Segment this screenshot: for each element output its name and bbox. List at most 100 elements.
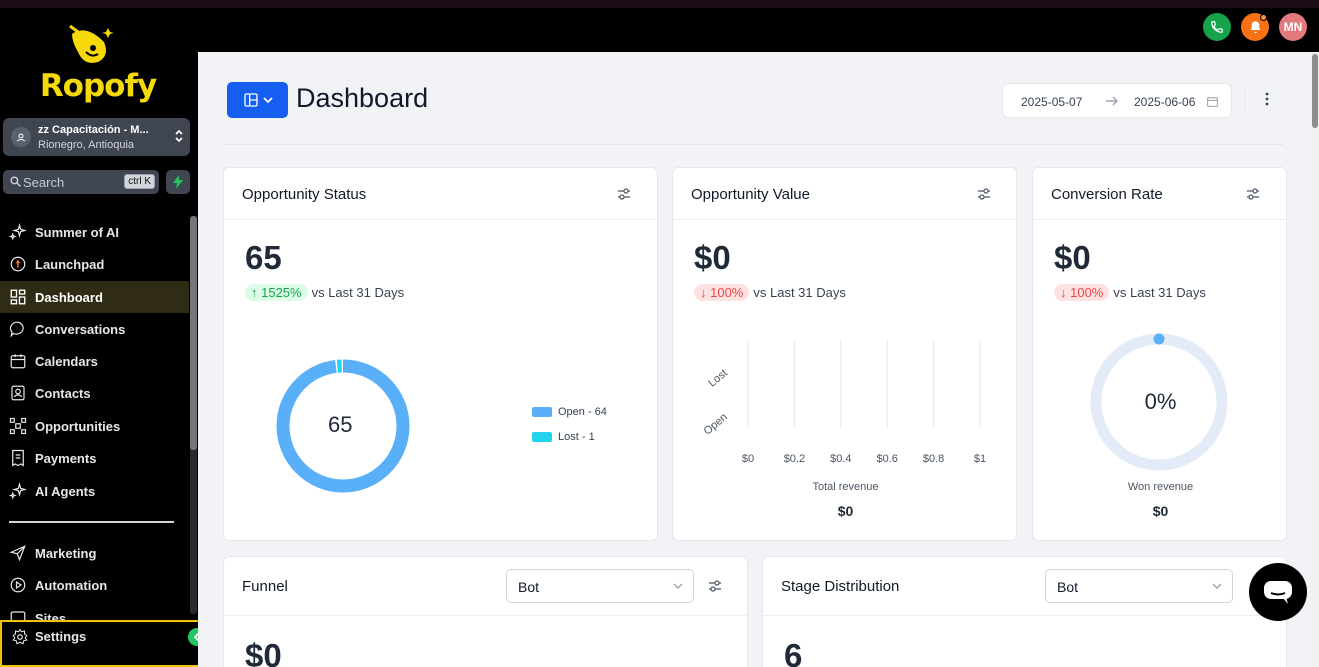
send-icon <box>9 545 26 562</box>
metric-trend: ↑ 1525% vs Last 31 Days <box>245 284 404 301</box>
gauge-center-value: 0% <box>1144 389 1177 414</box>
gear-icon <box>12 628 28 645</box>
chat-bubble-icon <box>9 321 24 338</box>
select-value: Bot <box>1057 579 1079 595</box>
top-bar: MN <box>198 8 1319 52</box>
sidebar-item-summer-of-ai[interactable]: Summer of AI <box>0 216 189 248</box>
legend-item-lost[interactable]: Lost - 1 <box>532 431 595 443</box>
card-header: Conversion Rate <box>1033 168 1286 220</box>
sidebar-item-launchpad[interactable]: Launchpad <box>0 248 189 280</box>
filter-sliders-icon[interactable] <box>1246 187 1260 201</box>
comparison-label: vs Last 31 Days <box>1113 285 1206 300</box>
bar-chart-svg: $0 $0.2 $0.4 $0.6 $0.8 $1 Lost Open <box>702 340 986 465</box>
donut-slice-open[interactable] <box>276 359 410 493</box>
sidebar-item-settings[interactable]: Settings <box>0 620 221 667</box>
calendar-icon <box>1207 97 1218 107</box>
filter-sliders-icon[interactable] <box>617 187 631 201</box>
metric-trend: ↓ 100% vs Last 31 Days <box>694 284 846 301</box>
total-revenue-value: $0 <box>837 503 854 519</box>
opportunity-value-card: Opportunity Value $0 ↓ 100% vs Last 31 Da… <box>672 167 1017 541</box>
sidebar-item-ai-agents[interactable]: AI Agents <box>0 475 189 507</box>
change-badge: ↑ 1525% <box>245 284 308 301</box>
legend-swatch <box>532 407 552 418</box>
sidebar-item-label: Summer of AI <box>35 224 120 240</box>
chat-widget-button[interactable] <box>1249 563 1307 621</box>
date-range-end[interactable]: 2025-06-06 <box>1134 95 1196 109</box>
conversion-gauge <box>1090 333 1228 471</box>
card-header: Opportunity Status <box>224 168 657 220</box>
sidebar-item-automation[interactable]: Automation <box>0 569 189 601</box>
card-title: Opportunity Value <box>691 186 810 203</box>
sidebar-item-label: Settings <box>35 629 87 644</box>
location-switcher[interactable]: zz Capacitación - M... Rionegro, Antioqu… <box>3 118 190 156</box>
sidebar-item-label: Contacts <box>35 385 91 401</box>
legend-swatch <box>532 432 552 443</box>
location-name: zz Capacitación - M... <box>38 124 149 136</box>
sidebar-item-label: Opportunities <box>35 418 121 434</box>
notifications-button[interactable] <box>1241 13 1269 41</box>
donut-center-value: 65 <box>328 412 353 437</box>
sidebar-search[interactable]: ctrl K <box>3 170 159 194</box>
sidebar-item-label: Automation <box>35 577 108 593</box>
sidebar-item-opportunities[interactable]: Opportunities <box>0 410 189 442</box>
date-range-picker[interactable]: 2025-05-07 2025-06-06 <box>1002 83 1232 118</box>
filter-sliders-icon[interactable] <box>977 187 991 201</box>
search-input[interactable] <box>23 172 119 192</box>
grid-icon <box>10 289 26 305</box>
sidebar-item-marketing[interactable]: Marketing <box>0 537 189 569</box>
opportunity-value-bar-chart: $0 $0.2 $0.4 $0.6 $0.8 $1 Lost Open <box>673 168 1018 542</box>
layout-icon <box>243 93 258 107</box>
opportunity-status-card: Opportunity Status 65 ↑ 1525% vs Last 31 … <box>223 167 658 541</box>
opportunity-status-donut <box>276 359 410 493</box>
receipt-icon <box>12 449 24 467</box>
sidebar-item-payments[interactable]: Payments <box>0 442 189 474</box>
x-tick-label: $0.4 <box>830 453 851 465</box>
main-scrollbar[interactable] <box>1310 52 1319 667</box>
header-divider <box>224 144 1284 145</box>
main-scrollbar-thumb[interactable] <box>1312 54 1318 128</box>
stage-distribution-card: Stage Distribution Bot 6 <box>762 556 1287 667</box>
funnel-card: Funnel Bot $0 <box>223 556 748 667</box>
sidebar-item-calendars[interactable]: Calendars <box>0 345 189 377</box>
phone-button[interactable] <box>1203 13 1231 41</box>
calendar-icon <box>10 354 26 369</box>
chevron-down-icon <box>262 97 273 104</box>
stage-pipeline-select[interactable]: Bot <box>1045 569 1233 603</box>
more-options-icon[interactable] <box>1264 92 1270 106</box>
sidebar-item-contacts[interactable]: Contacts <box>0 377 189 409</box>
quick-actions-button[interactable] <box>166 170 190 194</box>
metric-value: 6 <box>784 637 803 667</box>
x-tick-label: $1 <box>974 453 986 465</box>
x-tick-label: $0.2 <box>784 453 805 465</box>
sidebar-item-label: Dashboard <box>35 289 103 305</box>
metric-value: $0 <box>1054 239 1091 276</box>
phone-icon <box>1211 21 1223 33</box>
sidebar-item-conversations[interactable]: Conversations <box>0 313 189 345</box>
metric-value: $0 <box>694 239 731 276</box>
location-address: Rionegro, Antioquia <box>38 139 135 151</box>
change-badge: ↓ 100% <box>694 284 750 301</box>
card-title: Funnel <box>242 578 288 595</box>
avatar[interactable]: MN <box>1279 13 1307 41</box>
card-header: Stage Distribution Bot <box>763 557 1286 616</box>
window-top-strip <box>0 0 1319 8</box>
lightning-icon <box>173 175 183 189</box>
legend-item-open[interactable]: Open - 64 <box>532 406 607 418</box>
total-revenue-label: Total revenue <box>812 481 879 493</box>
brand-logo[interactable]: Ropofy <box>38 22 158 106</box>
play-circle-icon <box>10 577 26 593</box>
search-icon <box>10 176 21 187</box>
funnel-pipeline-select[interactable]: Bot <box>506 569 694 603</box>
sidebar-scrollbar[interactable] <box>190 216 197 614</box>
sidebar-scrollbar-thumb[interactable] <box>190 216 197 450</box>
filter-sliders-icon[interactable] <box>708 579 722 593</box>
chat-bubble-icon <box>1264 581 1292 604</box>
network-icon <box>9 417 27 435</box>
sidebar-item-label: Payments <box>35 450 97 466</box>
date-range-start[interactable]: 2025-05-07 <box>1021 95 1083 109</box>
notification-dot <box>1260 14 1267 21</box>
sidebar: Ropofy zz Capacitación - M... Rionegro, … <box>0 8 221 667</box>
sidebar-item-dashboard[interactable]: Dashboard <box>0 281 189 313</box>
sidebar-divider <box>9 521 174 523</box>
view-switcher-button[interactable] <box>227 82 288 118</box>
